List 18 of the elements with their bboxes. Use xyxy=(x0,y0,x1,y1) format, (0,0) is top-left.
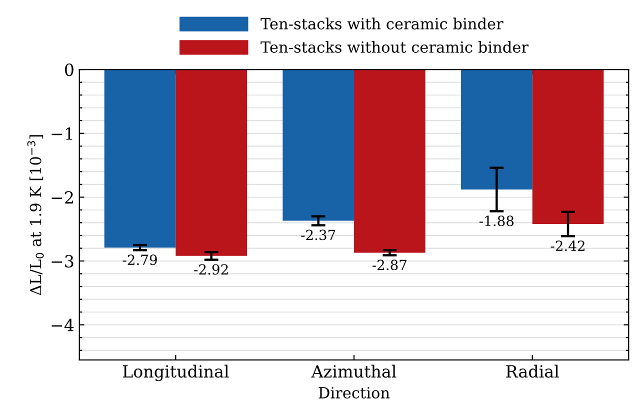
legend-label: Ten-stacks without ceramic binder xyxy=(260,40,529,53)
y-tick-label: −1 xyxy=(52,127,72,140)
x-tick-label: Radial xyxy=(506,364,559,378)
data-label: -2.87 xyxy=(372,260,406,270)
data-label: -2.42 xyxy=(550,240,584,252)
x-tick-label: Longitudinal xyxy=(122,364,229,382)
data-label: -1.88 xyxy=(479,216,514,226)
legend-label: Ten-stacks with ceramic binder xyxy=(260,18,504,30)
y-tick-label: 0 xyxy=(65,63,74,76)
data-label: -2.79 xyxy=(122,254,157,266)
y-tick-label: −2 xyxy=(52,191,73,204)
data-label: -2.37 xyxy=(301,230,336,240)
y-tick-label: −3 xyxy=(52,254,74,268)
x-axis-title: Direction xyxy=(318,387,390,399)
x-tick-label: Azimuthal xyxy=(311,364,396,378)
y-tick-label: −4 xyxy=(52,318,74,332)
y-axis-title: ΔL/L$_{0}$ at 1.9 K [10$^{−3}$] xyxy=(27,135,44,296)
data-label: -2.92 xyxy=(194,264,228,275)
